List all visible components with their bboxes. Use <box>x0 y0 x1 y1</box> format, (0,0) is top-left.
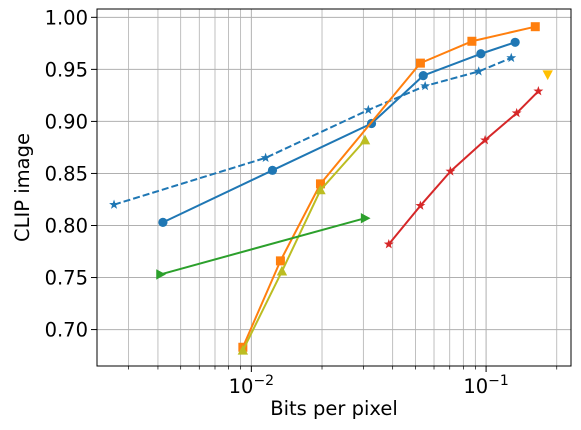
data-point-star <box>383 239 394 249</box>
data-point-triangle-up <box>276 265 288 276</box>
data-point-star <box>415 200 426 210</box>
data-point-triangle-up <box>237 344 249 355</box>
data-point-star <box>363 104 374 115</box>
plot-frame <box>96 8 572 367</box>
data-point-square <box>415 58 425 68</box>
data-point-triangle-right <box>156 269 166 280</box>
series-line <box>160 217 366 276</box>
data-point-star <box>445 166 456 176</box>
data-point-circle <box>510 37 520 47</box>
data-point-star <box>480 134 491 145</box>
series-line <box>388 90 540 245</box>
y-tick-label: 0.90 <box>45 110 88 133</box>
series-5 <box>156 213 371 280</box>
data-point-square <box>530 22 540 32</box>
series-2 <box>158 37 520 227</box>
series-line <box>241 25 536 348</box>
data-point-circle <box>158 217 168 227</box>
x-tick-label: 10−2 <box>229 373 274 398</box>
series-line <box>241 139 366 351</box>
series-1 <box>109 52 517 209</box>
data-point-star <box>260 152 271 163</box>
data-point-triangle-down <box>542 70 553 81</box>
x-axis-ticks: 10−2 10−1 <box>128 366 558 398</box>
series-7 <box>542 70 553 81</box>
y-tick-label: 0.75 <box>45 267 88 290</box>
y-tick-label: 0.95 <box>45 58 88 81</box>
data-point-square <box>275 256 285 266</box>
data-point-triangle-right <box>360 213 371 224</box>
data-point-circle <box>418 71 428 81</box>
y-tick-label: 1.00 <box>45 6 88 29</box>
data-point-triangle-up <box>359 134 371 145</box>
y-axis-label: CLIP image <box>11 133 34 242</box>
series-line <box>162 41 516 224</box>
y-tick-label: 0.80 <box>45 214 88 237</box>
series-group <box>109 22 553 355</box>
series-3 <box>238 22 540 352</box>
series-line <box>113 56 512 206</box>
series-4 <box>237 134 371 355</box>
data-point-star <box>109 199 119 209</box>
data-point-circle <box>267 165 278 175</box>
data-point-star <box>511 107 522 118</box>
data-point-square <box>315 179 325 189</box>
y-tick-label: 0.85 <box>45 162 88 185</box>
y-axis-ticks: 0.70 0.75 0.80 0.85 0.90 0.95 1.00 <box>45 6 97 342</box>
data-point-square <box>467 36 477 46</box>
data-point-star <box>506 52 517 63</box>
data-point-star <box>533 86 544 96</box>
data-point-triangle-up <box>315 184 326 195</box>
series-6 <box>383 86 544 249</box>
data-point-star <box>473 66 484 76</box>
x-axis-label: Bits per pixel <box>270 397 398 420</box>
data-point-star <box>420 80 431 91</box>
data-point-circle <box>476 49 486 59</box>
y-tick-label: 0.70 <box>45 319 88 342</box>
x-tick-label: 10−1 <box>463 373 508 398</box>
